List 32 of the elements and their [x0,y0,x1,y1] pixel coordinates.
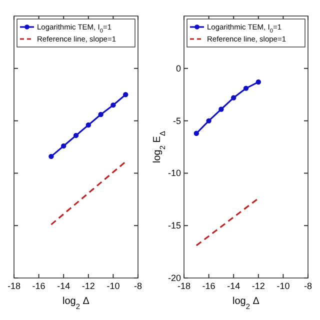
point [61,143,66,149]
point [110,102,116,108]
point [243,86,249,91]
point [218,106,224,112]
x-tick-label: -18 [7,281,21,291]
point [73,132,79,138]
point [48,154,54,160]
point [98,112,104,118]
point [206,118,212,124]
x-axis-title: log$_{2}$ Δ [62,296,90,310]
x-tick-label: -16 [202,281,216,291]
x-tick-label: -8 [304,281,312,291]
x-tick-label: -8 [134,281,142,291]
x-tick-label: -12 [82,281,95,291]
point [231,95,236,100]
x-tick-label: -10 [106,281,120,291]
x-tick-label: -14 [227,281,240,291]
y-tick-label: 0 [176,63,181,74]
y-tick-label: -15 [168,220,181,231]
x-axis-title: log$_{2}$ Δ [232,296,260,310]
y-tick-label: -20 [168,272,181,283]
x-tick-label: -14 [57,281,70,291]
x-tick-label: -16 [32,281,46,291]
y-tick-label: -10 [168,168,181,178]
x-tick-label: -10 [276,281,290,291]
y-tick-label: -5 [172,116,181,126]
point [123,92,128,98]
point [86,122,91,128]
point [256,79,261,85]
point [194,130,199,136]
x-tick-label: -18 [177,281,191,291]
x-tick-label: -12 [252,281,265,291]
